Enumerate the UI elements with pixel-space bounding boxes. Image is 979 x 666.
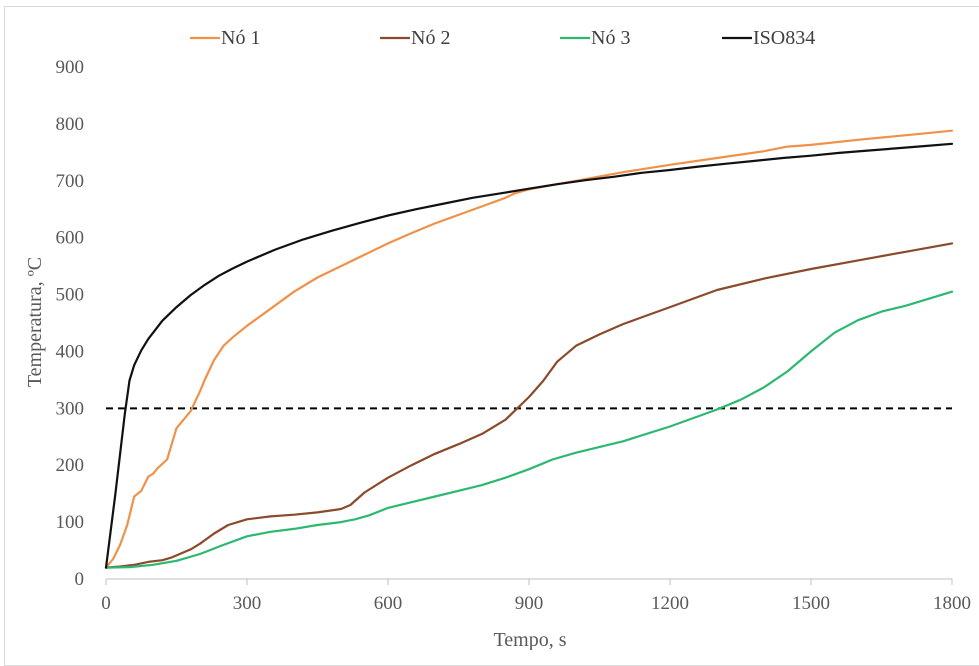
x-axis-label: Tempo, s [493, 629, 566, 650]
y-tick-label: 200 [56, 455, 85, 476]
y-axis-label: Temperatura, ºC [24, 257, 46, 387]
x-tick-label: 900 [515, 593, 544, 614]
legend-label: Nó 2 [411, 27, 450, 49]
x-tick-label: 300 [233, 593, 262, 614]
y-tick-label: 600 [56, 228, 85, 249]
y-tick-label: 500 [56, 285, 85, 306]
line-chart: 0 300 600 900 1200 1500 1800 0 100 200 300 400 500 60… [24, 27, 972, 650]
series-line-4 [104, 142, 954, 569]
y-tick-label: 900 [56, 57, 85, 78]
x-tick-label: 1800 [933, 593, 971, 614]
y-tick-label: 700 [56, 171, 85, 192]
series-line-1 [104, 129, 954, 569]
legend: Nó 1 Nó 2 Nó 3 ISO834 [190, 27, 815, 49]
series-line-2 [104, 242, 954, 569]
axes: 0 300 600 900 1200 1500 1800 0 100 200 300 400 500 60… [56, 57, 972, 614]
y-tick-label: 100 [56, 512, 85, 533]
x-tick-label: 1200 [651, 593, 689, 614]
x-tick-label: 600 [374, 593, 403, 614]
x-tick-label: 1500 [792, 593, 830, 614]
x-tick-label: 0 [101, 593, 111, 614]
legend-label: ISO834 [753, 27, 815, 49]
y-tick-label: 300 [56, 398, 85, 419]
series-line-3 [104, 290, 954, 569]
y-tick-label: 800 [56, 114, 85, 135]
legend-label: Nó 3 [591, 27, 630, 49]
y-tick-label: 400 [56, 341, 85, 362]
legend-label: Nó 1 [221, 27, 260, 49]
series-group [104, 129, 954, 569]
chart-frame [4, 6, 979, 666]
y-tick-label: 0 [75, 569, 85, 590]
